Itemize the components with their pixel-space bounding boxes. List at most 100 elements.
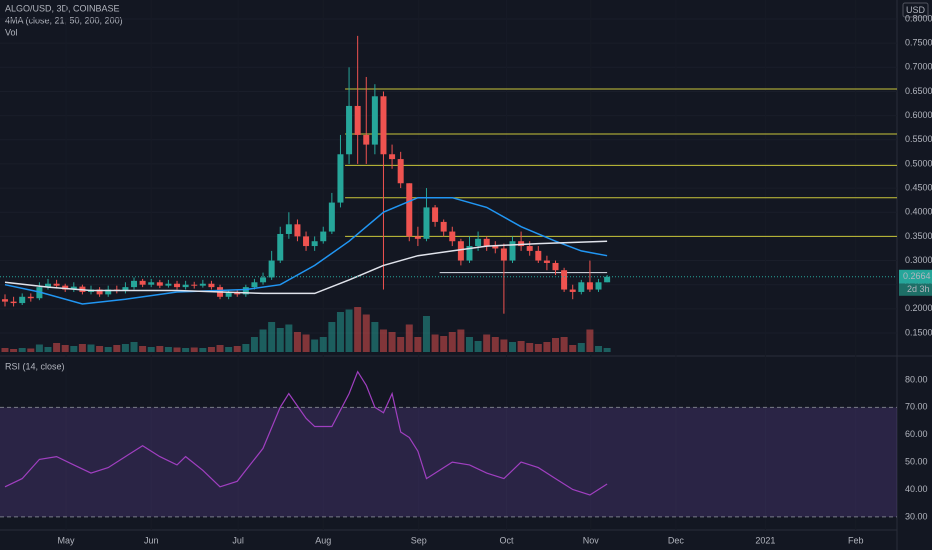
- y-tick-label: 0.3500: [905, 231, 932, 241]
- volume-bar: [1, 348, 9, 352]
- volume-bar: [465, 337, 473, 352]
- x-tick-label: May: [58, 535, 76, 545]
- y-tick-label: 0.5000: [905, 158, 932, 168]
- candle-body: [457, 241, 464, 261]
- candle-body: [397, 159, 404, 184]
- currency-box: [902, 2, 929, 18]
- volume-bar: [362, 314, 370, 352]
- x-tick-label: Nov: [583, 535, 600, 545]
- volume-bar: [182, 348, 190, 352]
- volume-bar: [216, 345, 224, 352]
- volume-bar: [552, 338, 560, 352]
- x-tick-label: Dec: [668, 535, 685, 545]
- rsi-label: RSI (14, close): [5, 361, 65, 371]
- volume-bar: [78, 344, 86, 352]
- currency-label: USD: [906, 5, 926, 15]
- candle-body: [174, 283, 181, 288]
- candle-body: [518, 241, 525, 247]
- volume-bar: [491, 337, 499, 352]
- volume-bar: [457, 329, 465, 352]
- volume-bar: [397, 337, 405, 352]
- candle-body: [139, 280, 146, 285]
- volume-bar: [543, 342, 551, 352]
- volume-bar: [405, 324, 413, 352]
- volume-bar: [233, 346, 241, 352]
- volume-bar: [10, 349, 18, 352]
- candle-body: [492, 246, 499, 249]
- y-tick-label: 0.7000: [905, 62, 932, 72]
- candle-body: [578, 282, 585, 292]
- candle-body: [449, 231, 456, 242]
- x-tick-label: Aug: [315, 535, 331, 545]
- volume-bar: [586, 329, 594, 352]
- y-tick-label: 0.3000: [905, 255, 932, 265]
- candle-body: [148, 282, 155, 285]
- volume-bar: [104, 347, 112, 352]
- candle-body: [131, 280, 138, 288]
- volume-bar: [319, 337, 327, 352]
- volume-bar: [18, 348, 26, 352]
- candle-body: [363, 134, 370, 145]
- rsi-tick-label: 70.00: [905, 402, 928, 412]
- y-tick-label: 0.7500: [905, 38, 932, 48]
- y-tick-label: 0.4000: [905, 207, 932, 217]
- candle-body: [1, 299, 8, 302]
- volume-bar: [293, 332, 301, 352]
- y-tick-label: 0.8000: [905, 13, 932, 23]
- candle-body: [191, 284, 198, 286]
- candle-body: [44, 283, 51, 288]
- candle-body: [526, 246, 533, 251]
- volume-bar: [259, 329, 267, 352]
- y-tick-label: 0.2000: [905, 303, 932, 313]
- candle-body: [311, 241, 318, 247]
- countdown-box: [899, 283, 932, 296]
- countdown-label: 2d 3h: [907, 284, 930, 294]
- volume-bar: [431, 334, 439, 352]
- candle-body: [561, 270, 568, 290]
- volume-bar: [354, 307, 362, 352]
- volume-bar: [156, 346, 164, 352]
- rsi-tick-label: 50.00: [905, 456, 928, 466]
- volume-label: Vol: [5, 27, 18, 37]
- volume-bar: [27, 348, 35, 352]
- volume-bar: [96, 346, 104, 352]
- volume-bar: [139, 346, 147, 352]
- candle-body: [285, 224, 292, 234]
- volume-bar: [500, 339, 508, 352]
- candle-body: [10, 301, 17, 304]
- y-tick-label: 0.6500: [905, 86, 932, 96]
- moving-average: [4, 240, 608, 295]
- x-tick-label: Sep: [411, 535, 427, 545]
- candle-body: [483, 238, 490, 247]
- candle-body: [182, 284, 189, 288]
- volume-bar: [164, 347, 172, 352]
- candle-body: [535, 250, 542, 261]
- candle-body: [371, 96, 378, 145]
- volume-bar: [44, 347, 52, 352]
- volume-bar: [526, 343, 534, 352]
- candle-body: [380, 96, 387, 155]
- volume-bar: [569, 345, 577, 352]
- volume-bar: [577, 343, 585, 352]
- candle-body: [277, 233, 284, 261]
- volume-bar: [388, 332, 396, 352]
- candle-body: [552, 262, 559, 271]
- candle-body: [294, 224, 301, 237]
- y-tick-label: 0.5500: [905, 134, 932, 144]
- candle-body: [251, 282, 258, 288]
- volume-bar: [87, 344, 95, 352]
- volume-bar: [414, 337, 422, 352]
- candle-body: [156, 282, 163, 286]
- candle-body: [268, 260, 275, 278]
- candle-body: [62, 285, 69, 290]
- chart-title: ALGO/USD, 3D, COINBASE: [5, 3, 120, 13]
- volume-bar: [285, 324, 293, 352]
- volume-bar: [225, 347, 233, 352]
- candle-body: [199, 283, 206, 286]
- y-tick-label: 0.4500: [905, 182, 932, 192]
- volume-bar: [190, 347, 198, 352]
- candle-body: [53, 283, 60, 286]
- x-tick-label: Oct: [499, 535, 514, 545]
- candle-body: [543, 260, 550, 263]
